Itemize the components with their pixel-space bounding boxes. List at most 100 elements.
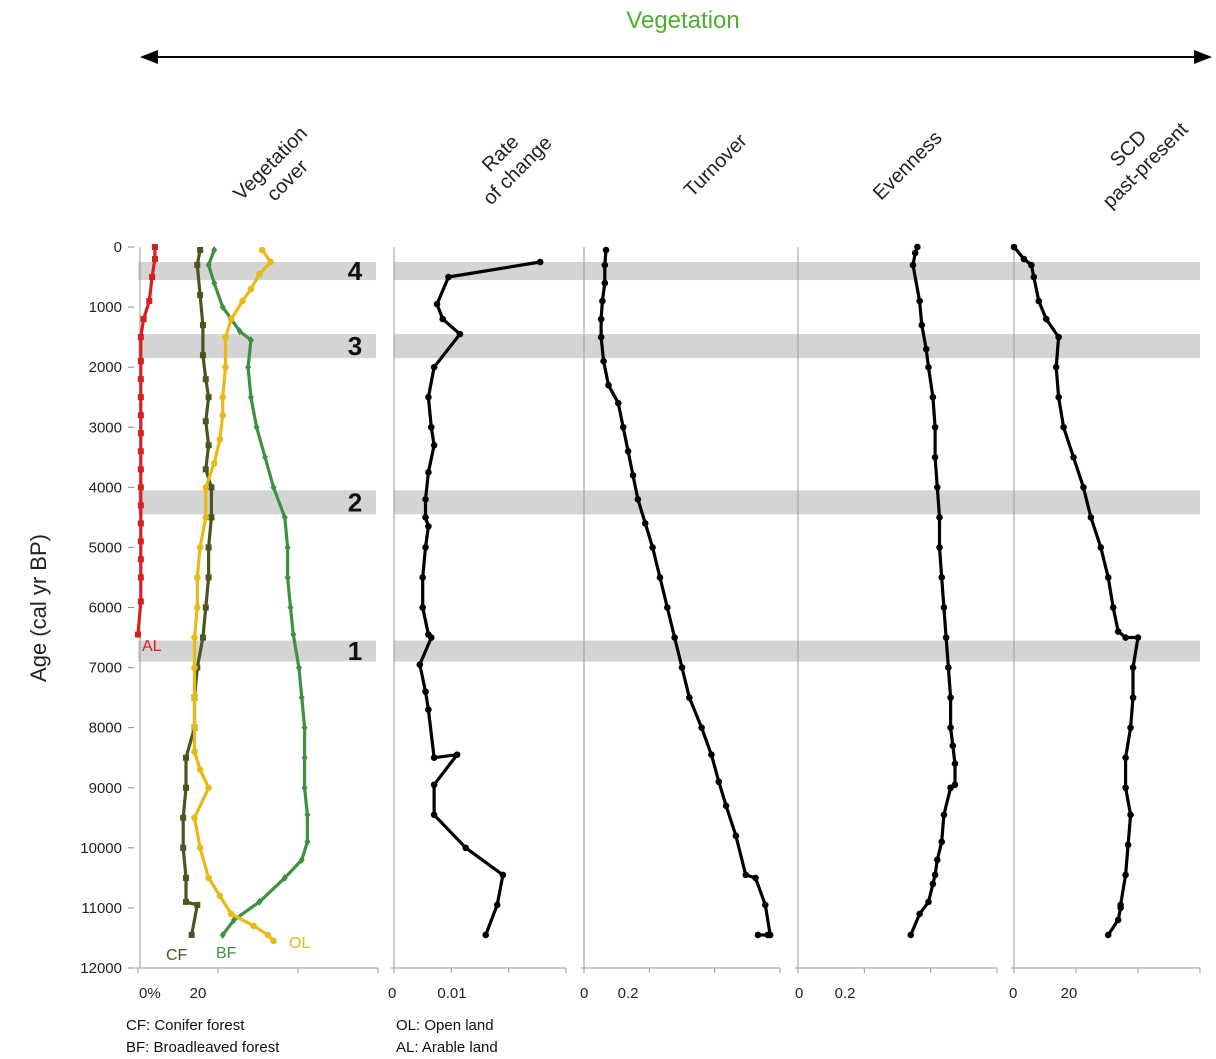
data-point [256,270,263,278]
data-point [482,931,490,939]
data-point [267,258,275,266]
data-point [931,871,939,879]
data-point [686,694,693,701]
data-point [222,333,229,341]
band-2 [138,490,376,515]
data-point [199,322,206,329]
data-point [180,844,187,851]
band-label-4: 4 [348,256,363,286]
data-point [947,784,954,792]
data-point [416,661,424,668]
y-tick-label: 12000 [80,960,122,977]
panel-title: Evenness [869,127,947,205]
legend-ol: OL: Open land [396,1017,494,1034]
data-point [762,901,769,909]
x-tick-label: 0% [139,985,161,1002]
data-point [1028,261,1035,269]
data-point [183,898,189,905]
y-tick-label: 7000 [89,660,122,677]
data-point [752,874,759,882]
data-point [1124,841,1132,849]
data-point [205,574,212,581]
data-point [427,634,435,641]
y-tick-label: 3000 [89,419,122,436]
y-ticks: 0 1000 2000 3000 4000 5000 6000 7000 8000 9000 100… [80,239,134,977]
data-point [301,723,308,732]
panel-title: Vegetationcover [229,122,328,221]
data-point [936,544,943,551]
x-tick-label: 0.2 [618,985,639,1002]
data-point [764,931,772,939]
data-point [911,249,919,257]
data-point [219,393,227,401]
data-point [137,538,144,545]
data-point [419,574,426,581]
data-point [137,556,144,563]
data-point [1060,423,1067,431]
data-point [1122,754,1129,762]
data-point [219,411,227,419]
data-point [151,244,158,250]
data-point [433,300,441,308]
data-point [216,435,224,443]
data-point [462,844,469,852]
data-point [597,315,605,323]
data-point [754,931,762,939]
data-point [183,874,189,881]
data-point [208,484,215,491]
data-point [601,279,609,287]
data-point [304,837,311,846]
data-point [422,496,429,503]
data-point [301,753,308,762]
data-point [205,784,212,792]
data-point [940,604,948,611]
data-point [137,598,144,605]
data-point [191,724,198,731]
data-point [137,574,144,581]
data-point [194,901,201,908]
panel-0: 0% 20 Vegetationcover AL CF BF OL [135,122,379,1002]
data-point [1122,634,1129,641]
data-point [602,246,610,254]
data-point [1122,871,1129,879]
data-point [1080,484,1087,491]
band-1 [138,640,376,662]
data-point [1127,724,1134,731]
data-point [191,814,198,822]
data-point [425,706,432,713]
x-tick-label: 0 [580,985,588,1002]
data-point [419,604,426,611]
data-point [197,292,204,299]
data-point [664,604,671,611]
data-point [1129,664,1137,671]
data-point [678,664,686,671]
data-point [137,448,144,455]
band-label-1: 1 [348,636,362,666]
data-point [439,315,447,323]
data-point [1109,604,1117,611]
data-point [1129,694,1137,701]
data-point [197,247,204,254]
data-point [137,430,144,437]
band-4-right [394,262,1200,281]
data-point [202,466,209,473]
data-point [597,333,605,341]
data-point [191,748,198,755]
data-point [1134,634,1142,641]
series-line-main [418,260,542,937]
data-point [430,441,438,449]
data-point [1055,333,1062,341]
data-point [270,937,277,945]
data-point [208,514,215,521]
data-point [253,423,260,432]
series-label-cf: CF [166,947,188,964]
data-point [270,483,277,492]
panel-title-line: past-present [1099,118,1193,212]
data-point [219,303,226,312]
data-point [931,423,939,431]
data-point [601,261,609,269]
data-point [137,412,144,419]
data-point [422,514,429,521]
x-tick-label: 0.01 [437,985,466,1002]
